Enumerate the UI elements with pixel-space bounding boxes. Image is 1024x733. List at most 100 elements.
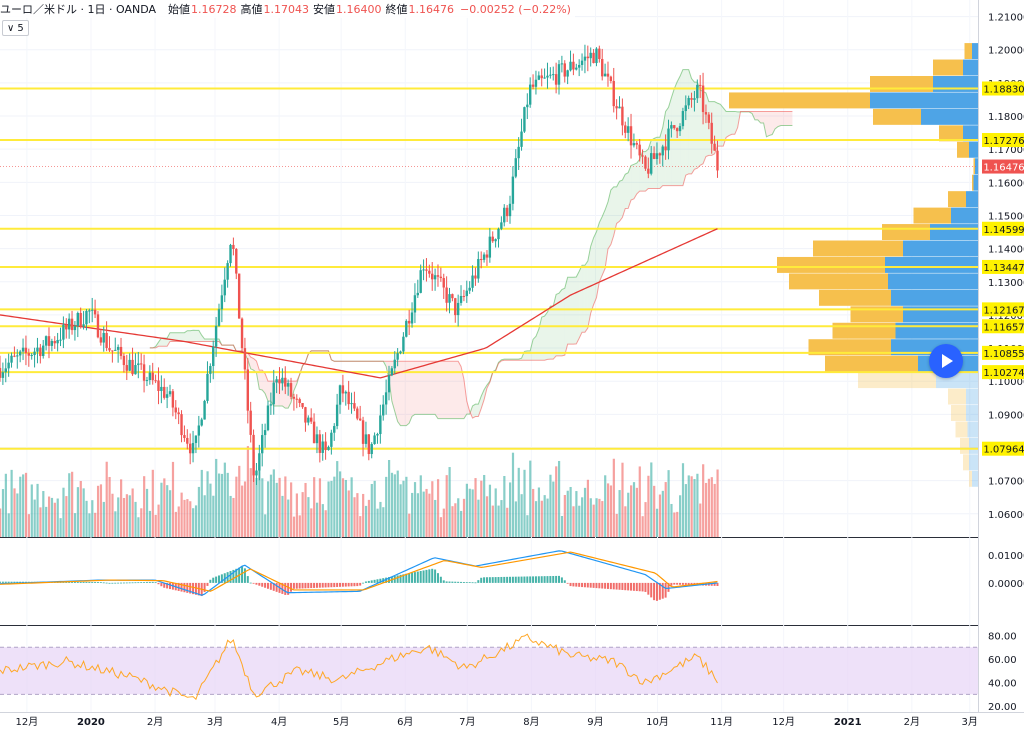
cloud-segment — [591, 238, 594, 313]
macd-histogram-bar — [665, 583, 667, 598]
volume-bar — [584, 488, 586, 537]
rsi-tick-label: 60.00 — [988, 655, 1017, 666]
vp-up-bar — [963, 60, 978, 76]
cloud-segment — [620, 180, 623, 221]
volume-bar — [281, 496, 283, 537]
volume-bar — [221, 474, 223, 537]
cloud-segment — [573, 277, 576, 344]
volume-bar — [175, 512, 177, 537]
cloud-segment — [571, 277, 574, 344]
volume-bar — [549, 475, 551, 537]
macd-histogram-bar — [561, 577, 563, 582]
volume-bar — [42, 491, 44, 537]
symbol-title[interactable]: ユーロ／米ドル · 1日 · OANDA — [0, 1, 156, 17]
volume-bar — [212, 496, 214, 537]
macd-histogram-bar — [327, 583, 329, 587]
candle-body — [172, 391, 174, 407]
candle-body — [664, 146, 666, 150]
macd-histogram-bar — [304, 583, 306, 588]
volume-bar — [345, 480, 347, 537]
vp-up-bar — [968, 421, 979, 437]
vp-up-bar — [966, 405, 978, 421]
macd-histogram-bar — [431, 569, 433, 583]
macd-histogram-bar — [408, 573, 410, 583]
volume-bar — [538, 487, 540, 537]
macd-histogram-bar — [506, 577, 508, 583]
candle-body — [685, 105, 687, 111]
volume-bar — [371, 484, 373, 537]
volume-bar — [348, 490, 350, 537]
candle-body — [273, 383, 275, 405]
volume-bar — [642, 516, 644, 537]
cloud-segment — [781, 111, 784, 125]
time-tick-label: 9月 — [587, 716, 603, 728]
cloud-segment — [251, 357, 254, 370]
candle-body — [267, 406, 269, 431]
candle-body — [322, 442, 324, 453]
macd-histogram-bar — [521, 577, 523, 583]
macd-histogram-bar — [679, 583, 681, 585]
volume-bar — [103, 502, 105, 537]
macd-histogram-bar — [604, 583, 606, 589]
cloud-segment — [426, 361, 429, 414]
volume-bar — [123, 498, 125, 537]
volume-bar — [28, 514, 30, 537]
rsi-band — [0, 647, 978, 694]
price-axis: 1.210001.200001.190001.180001.170001.160… — [988, 13, 1024, 714]
volume-bar — [460, 511, 462, 537]
candle-body — [515, 158, 517, 176]
candle-body — [350, 403, 352, 404]
cloud-segment — [631, 164, 634, 200]
macd-histogram-bar — [619, 583, 621, 590]
volume-bar — [492, 506, 494, 537]
candle-body — [705, 112, 707, 114]
candle-body — [385, 392, 387, 404]
cloud-segment — [576, 271, 579, 344]
play-icon — [942, 354, 953, 368]
time-tick-label: 2月 — [147, 716, 163, 728]
candle-body — [650, 153, 652, 174]
macd-histogram-bar — [212, 578, 214, 583]
macd-histogram-bar — [0, 582, 1, 583]
candle-body — [345, 392, 347, 394]
vp-up-bar — [930, 224, 978, 240]
macd-histogram-bar — [480, 578, 482, 583]
candle-body — [270, 404, 272, 405]
candle-body — [327, 447, 329, 450]
play-button[interactable] — [929, 344, 963, 378]
volume-bar — [362, 494, 364, 537]
indicator-toggle[interactable]: ∨ 5 — [2, 20, 29, 36]
rsi-pane — [0, 634, 978, 699]
volume-bar — [330, 481, 332, 537]
candle-body — [549, 75, 551, 76]
candle-body — [457, 303, 459, 315]
vp-down-bar — [858, 372, 936, 388]
low-label: 安値 — [313, 1, 335, 17]
macd-histogram-bar — [310, 583, 312, 588]
volume-bar — [143, 476, 145, 537]
macd-histogram-bar — [529, 576, 531, 582]
macd-histogram-bar — [261, 583, 263, 587]
macd-histogram-bar — [613, 583, 615, 589]
candle-body — [7, 363, 9, 369]
candle-body — [564, 63, 566, 76]
macd-histogram-bar — [137, 582, 139, 583]
macd-histogram-bar — [77, 582, 79, 583]
open-value: 1.16728 — [191, 3, 237, 16]
volume-bar — [639, 466, 641, 537]
volume-bar — [397, 471, 399, 537]
candle-body — [238, 274, 240, 319]
vp-down-bar — [825, 356, 918, 372]
candle-body — [166, 394, 168, 398]
candle-body — [431, 274, 433, 280]
volume-bar — [106, 462, 108, 537]
candle-body — [641, 155, 643, 156]
candle-body — [215, 326, 217, 347]
candle-body — [667, 129, 669, 151]
volume-bar — [206, 471, 208, 537]
candle-body — [117, 347, 119, 350]
volume-bar — [322, 504, 324, 537]
volume-bar — [653, 486, 655, 537]
